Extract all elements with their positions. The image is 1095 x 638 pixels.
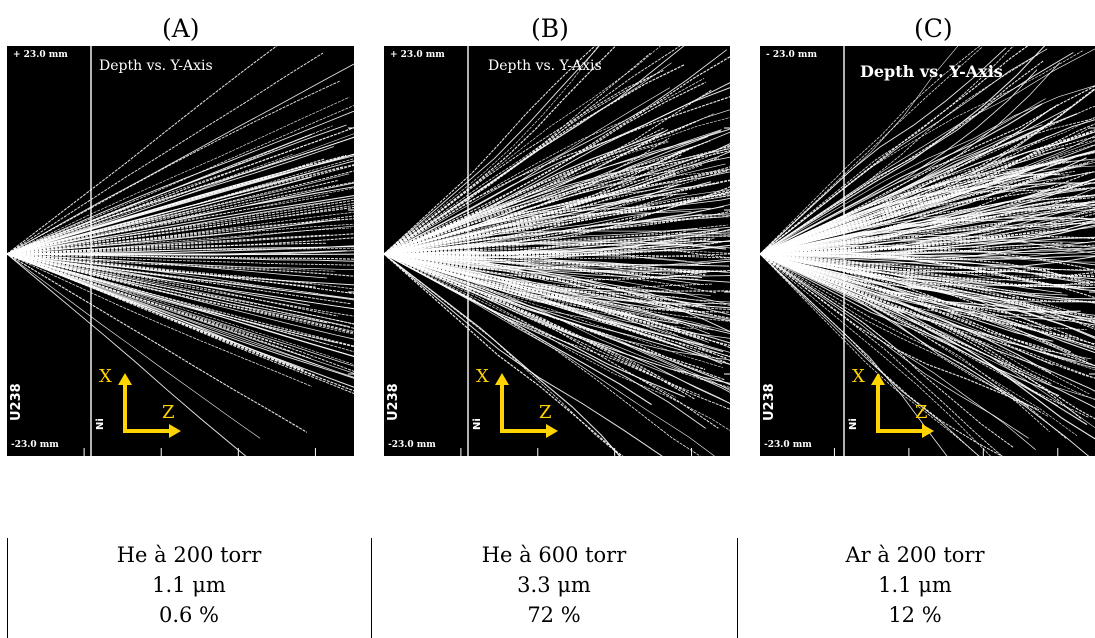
panel-c-percent: 12 % [888, 603, 942, 627]
panel-b-range-bottom: -23.0 mm [388, 440, 436, 450]
panel-b-gas: He à 600 torr [481, 543, 627, 567]
panel-b-layer-label: Ni [472, 418, 483, 430]
panel-b-thickness: 3.3 μm [517, 573, 591, 597]
panel-a-x-label: X [99, 366, 112, 387]
frame-ticks [83, 127, 354, 456]
panel-b-caption: He à 600 torr 3.3 μm 72 % [371, 540, 737, 630]
z-arrow-head [169, 424, 181, 438]
panel-b-target-label: U238 [386, 383, 401, 421]
panel-a-simulation: + 23.0 mm Depth vs. Y-Axis -23.0 mm U238… [7, 46, 354, 456]
panel-b-z-label: Z [539, 402, 552, 423]
panel-c-range-bottom: -23.0 mm [764, 440, 812, 450]
x-arrow-head [871, 373, 885, 385]
panel-c-range-top: - 23.0 mm [766, 50, 817, 60]
panel-a-gas: He à 200 torr [116, 543, 262, 567]
panel-c-letter: (C) [914, 14, 953, 43]
panel-c-caption: Ar à 200 torr 1.1 μm 12 % [737, 540, 1093, 630]
caption-separator [7, 538, 8, 638]
panel-b-percent: 72 % [527, 603, 581, 627]
panel-c-thickness: 1.1 μm [878, 573, 952, 597]
z-arrow-head [922, 424, 934, 438]
panel-b-simulation: + 23.0 mm Depth vs. Y-Axis -23.0 mm U238… [384, 46, 730, 456]
panel-a-z-label: Z [162, 402, 175, 423]
panel-b-tracks [384, 46, 730, 456]
panel-c-axes-arrows [871, 373, 934, 438]
ion-tracks [760, 46, 1095, 456]
x-arrow-head [118, 373, 132, 385]
panel-a-layer-label: Ni [95, 418, 106, 430]
panel-a-axes-arrows [118, 373, 181, 438]
panel-a-thickness: 1.1 μm [152, 573, 226, 597]
panel-a-range-bottom: -23.0 mm [11, 440, 59, 450]
panel-a-target-label: U238 [9, 383, 24, 421]
z-arrow-head [546, 424, 558, 438]
panel-a-letter: (A) [162, 14, 200, 43]
panel-b-letter: (B) [531, 14, 569, 43]
ion-tracks [384, 46, 730, 456]
panel-b-axes-arrows [495, 373, 558, 438]
panel-a-plot-title: Depth vs. Y-Axis [99, 58, 213, 74]
x-arrow-head [495, 373, 509, 385]
panel-c-plot-title: Depth vs. Y-Axis [860, 62, 1003, 81]
panel-a-range-top: + 23.0 mm [13, 50, 68, 60]
caption-separator [737, 538, 738, 638]
ion-tracks [7, 46, 354, 456]
panel-c-tracks [760, 46, 1095, 456]
panel-c-gas: Ar à 200 torr [845, 543, 985, 567]
panel-c-simulation: - 23.0 mm Depth vs. Y-Axis -23.0 mm U238… [760, 46, 1095, 456]
panel-a-caption: He à 200 torr 1.1 μm 0.6 % [7, 540, 371, 630]
frame-ticks [460, 127, 730, 456]
panel-b-x-label: X [476, 366, 489, 387]
panel-a-percent: 0.6 % [158, 603, 220, 627]
panel-c-x-label: X [852, 366, 865, 387]
panel-a-tracks [7, 46, 354, 456]
caption-separator [371, 538, 372, 638]
panel-c-z-label: Z [915, 402, 928, 423]
panel-c-target-label: U238 [762, 383, 777, 421]
panel-c-layer-label: Ni [848, 418, 859, 430]
panel-b-range-top: + 23.0 mm [390, 50, 445, 60]
panel-b-plot-title: Depth vs. Y-Axis [488, 58, 602, 74]
